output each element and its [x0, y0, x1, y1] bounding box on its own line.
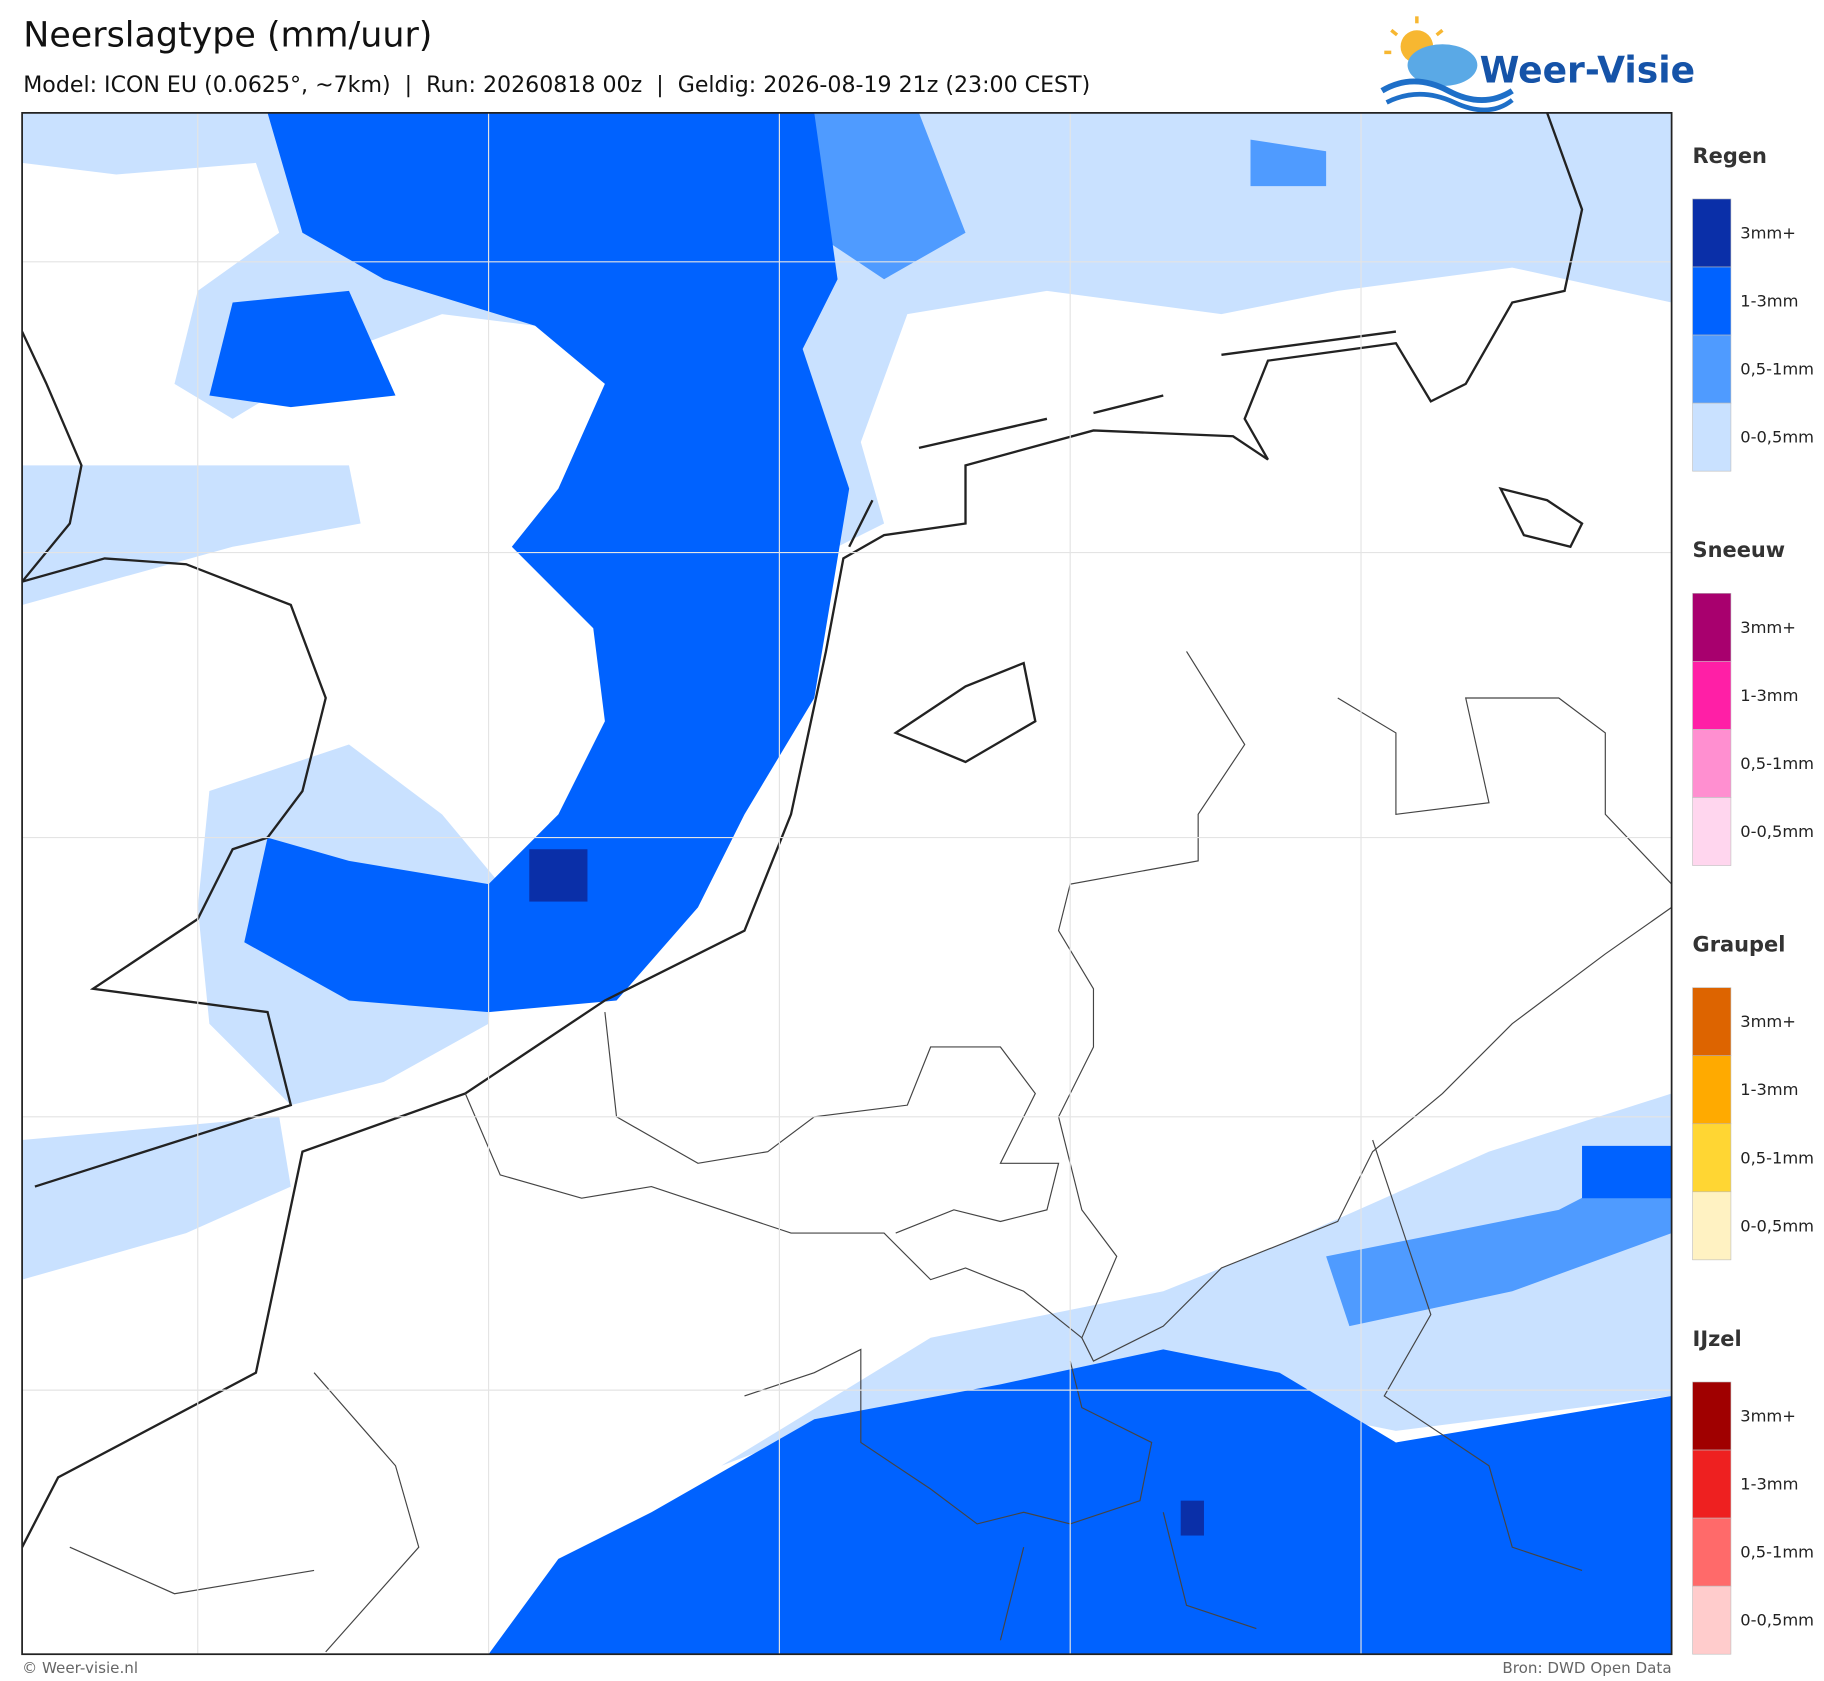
legend-swatch: [1692, 1449, 1732, 1519]
legend-swatch: [1692, 729, 1732, 798]
precip-medium: [814, 112, 1672, 1327]
precip-heavy: [1582, 1145, 1672, 1199]
legend-group-title: IJzel: [1693, 1327, 1742, 1351]
precip-heavy: [488, 1349, 1672, 1655]
legend-swatch: [1692, 1585, 1732, 1655]
precip-extreme: [1180, 1500, 1204, 1536]
legend-swatch: [1692, 402, 1732, 472]
legend-swatch: [1692, 1123, 1732, 1193]
legend-label: 3mm+: [1740, 1407, 1796, 1426]
precip-extreme: [529, 849, 588, 902]
legend-swatch: [1692, 266, 1732, 336]
legend: Regen 3mm+ 1-3mm 0,5-1mm 0-0,5mm Sneeuw 3mm+ 1-…: [1692, 144, 1814, 1655]
legend-label: 0-0,5mm: [1740, 1611, 1814, 1630]
precip-light: [22, 1116, 291, 1280]
legend-swatch: [1692, 593, 1732, 662]
legend-label: 3mm+: [1740, 618, 1796, 637]
legend-swatch: [1692, 797, 1732, 866]
subtitle: Model: ICON EU (0.0625°, ~7km) | Run: 20…: [23, 72, 1090, 98]
legend-swatch: [1692, 987, 1732, 1056]
legend-label: 1-3mm: [1740, 292, 1798, 311]
legend-group-title: Regen: [1693, 144, 1767, 168]
legend-label: 3mm+: [1740, 1012, 1796, 1031]
title: Neerslagtype (mm/uur): [23, 16, 432, 56]
legend-label: 0-0,5mm: [1740, 428, 1814, 447]
legend-label: 1-3mm: [1740, 1080, 1798, 1099]
logo: Weer-Visie: [1380, 16, 1695, 113]
legend-label: 0,5-1mm: [1740, 1148, 1814, 1167]
legend-label: 0,5-1mm: [1740, 360, 1814, 379]
legend-swatch: [1692, 1055, 1732, 1125]
logo-text: Weer-Visie: [1480, 50, 1695, 92]
precip-light: [721, 1093, 1672, 1466]
legend-group-title: Sneeuw: [1693, 538, 1786, 562]
legend-label: 1-3mm: [1740, 1475, 1798, 1494]
precip-light: [22, 465, 361, 605]
legend-swatch: [1692, 1381, 1732, 1451]
map: [22, 112, 1672, 1655]
footer-right: Bron: DWD Open Data: [1502, 1659, 1671, 1677]
legend-label: 3mm+: [1740, 224, 1796, 243]
map-frame: [21, 112, 1673, 1656]
legend-label: 0,5-1mm: [1740, 754, 1814, 773]
legend-swatch: [1692, 661, 1732, 730]
legend-group-title: Graupel: [1693, 933, 1786, 957]
legend-swatch: [1692, 334, 1732, 404]
legend-label: 0,5-1mm: [1740, 1543, 1814, 1562]
legend-label: 0-0,5mm: [1740, 822, 1814, 841]
legend-label: 1-3mm: [1740, 686, 1798, 705]
legend-label: 0-0,5mm: [1740, 1216, 1814, 1235]
footer-left: © Weer-visie.nl: [22, 1659, 138, 1677]
legend-swatch: [1692, 1517, 1732, 1587]
legend-swatch: [1692, 198, 1732, 268]
precip-heavy: [209, 112, 850, 1013]
legend-swatch: [1692, 1191, 1732, 1261]
